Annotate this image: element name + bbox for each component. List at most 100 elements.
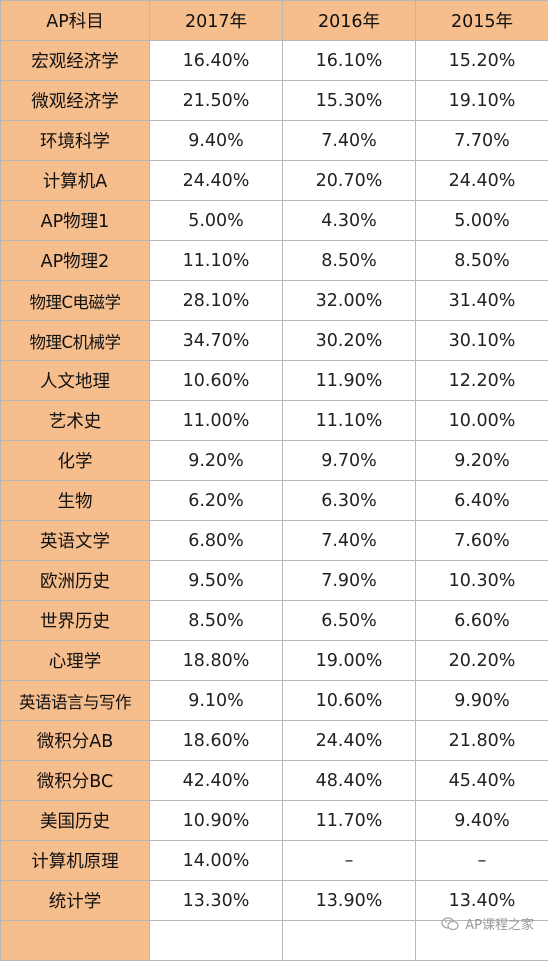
value-cell-2017: 18.80% <box>150 641 283 681</box>
value-cell-2016: 4.30% <box>283 201 416 241</box>
value-cell-2015: – <box>416 841 548 881</box>
value-cell-2017: 34.70% <box>150 321 283 361</box>
subject-cell: 微积分AB <box>1 721 150 761</box>
value-cell-2017: 42.40% <box>150 761 283 801</box>
value-cell-2015: 12.20% <box>416 361 548 401</box>
subject-cell <box>1 921 150 961</box>
subject-cell: 微积分BC <box>1 761 150 801</box>
header-2015: 2015年 <box>416 1 548 41</box>
value-cell-2017: 9.40% <box>150 121 283 161</box>
subject-cell: 英语文学 <box>1 521 150 561</box>
value-cell-2015: 9.90% <box>416 681 548 721</box>
value-cell-2016: 32.00% <box>283 281 416 321</box>
value-cell-2017: 11.10% <box>150 241 283 281</box>
value-cell-2017: 16.40% <box>150 41 283 81</box>
value-cell-2015: 10.30% <box>416 561 548 601</box>
subject-cell: 计算机原理 <box>1 841 150 881</box>
table-header: AP科目 2017年 2016年 2015年 <box>1 1 548 41</box>
value-cell-2016: 13.90% <box>283 881 416 921</box>
watermark-text: AP课程之家 <box>465 914 534 933</box>
value-cell-2016: 7.90% <box>283 561 416 601</box>
value-cell-2015: 6.40% <box>416 481 548 521</box>
value-cell-2017: 6.20% <box>150 481 283 521</box>
value-cell-2017: 28.10% <box>150 281 283 321</box>
watermark: AP课程之家 <box>441 914 534 933</box>
value-cell-2016: 15.30% <box>283 81 416 121</box>
value-cell-2017: 8.50% <box>150 601 283 641</box>
subject-cell: 世界历史 <box>1 601 150 641</box>
subject-cell: 欧洲历史 <box>1 561 150 601</box>
value-cell-2016: 11.70% <box>283 801 416 841</box>
subject-cell: 生物 <box>1 481 150 521</box>
value-cell-2015: 31.40% <box>416 281 548 321</box>
value-cell-2015: 30.10% <box>416 321 548 361</box>
subject-cell: 微观经济学 <box>1 81 150 121</box>
value-cell-2015: 19.10% <box>416 81 548 121</box>
header-subject: AP科目 <box>1 1 150 41</box>
value-cell-2015: 10.00% <box>416 401 548 441</box>
wechat-icon <box>441 917 459 931</box>
value-cell-2015: 21.80% <box>416 721 548 761</box>
subject-cell: AP物理2 <box>1 241 150 281</box>
subject-cell: AP物理1 <box>1 201 150 241</box>
subject-cell: 美国历史 <box>1 801 150 841</box>
value-cell-2016: 30.20% <box>283 321 416 361</box>
value-cell-2017: 21.50% <box>150 81 283 121</box>
value-cell-2017: 18.60% <box>150 721 283 761</box>
value-cell-2016: 48.40% <box>283 761 416 801</box>
value-cell-2015: 6.60% <box>416 601 548 641</box>
subject-cell: 物理C机械学 <box>1 321 150 361</box>
value-cell-2015: 7.60% <box>416 521 548 561</box>
value-cell-2015: 5.00% <box>416 201 548 241</box>
value-cell-2017: 14.00% <box>150 841 283 881</box>
value-cell-2016: 6.30% <box>283 481 416 521</box>
value-cell-2016 <box>283 921 416 961</box>
value-cell-2015: 7.70% <box>416 121 548 161</box>
value-cell-2016: 16.10% <box>283 41 416 81</box>
value-cell-2017: 10.90% <box>150 801 283 841</box>
value-cell-2017: 11.00% <box>150 401 283 441</box>
value-cell-2016: 6.50% <box>283 601 416 641</box>
value-cell-2017: 6.80% <box>150 521 283 561</box>
subject-cell: 艺术史 <box>1 401 150 441</box>
header-2017: 2017年 <box>150 1 283 41</box>
header-2016: 2016年 <box>283 1 416 41</box>
subject-cell: 计算机A <box>1 161 150 201</box>
subject-cell: 人文地理 <box>1 361 150 401</box>
header-row: AP科目 2017年 2016年 2015年 <box>1 1 548 41</box>
value-cell-2016: – <box>283 841 416 881</box>
value-cell-2015: 45.40% <box>416 761 548 801</box>
value-cell-2016: 10.60% <box>283 681 416 721</box>
subject-cell: 宏观经济学 <box>1 41 150 81</box>
subject-cell: 英语语言与写作 <box>1 681 150 721</box>
value-cell-2017: 9.10% <box>150 681 283 721</box>
value-cell-2016: 7.40% <box>283 121 416 161</box>
subject-cell: 化学 <box>1 441 150 481</box>
subject-cell: 物理C电磁学 <box>1 281 150 321</box>
value-cell-2016: 11.10% <box>283 401 416 441</box>
value-cell-2016: 24.40% <box>283 721 416 761</box>
value-cell-2017: 9.50% <box>150 561 283 601</box>
value-cell-2017: 5.00% <box>150 201 283 241</box>
